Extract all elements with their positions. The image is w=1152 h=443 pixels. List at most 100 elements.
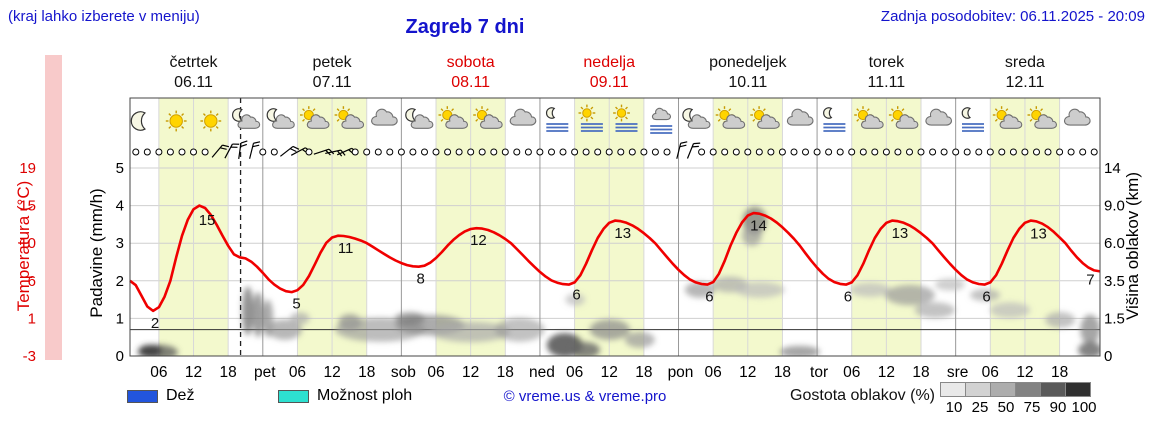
cloud-blob bbox=[267, 319, 303, 340]
precip-axis-tick: 1 bbox=[116, 310, 124, 327]
precip-axis-tick: 3 bbox=[116, 235, 124, 252]
calm-wind-circle bbox=[1067, 148, 1075, 156]
sun-ray bbox=[625, 116, 628, 120]
calm-wind-circle bbox=[767, 148, 775, 156]
calm-wind-circle bbox=[455, 148, 463, 156]
cloud-shape bbox=[445, 114, 469, 129]
sun-cloud-icon bbox=[334, 106, 365, 129]
sun-ray bbox=[181, 125, 185, 129]
moon-fog-icon bbox=[823, 107, 846, 132]
calm-wind-circle bbox=[940, 148, 948, 156]
sun-ray bbox=[625, 106, 628, 110]
calm-wind-circle bbox=[929, 148, 937, 156]
density-step-swatch bbox=[1015, 382, 1041, 397]
calm-wind-circle bbox=[421, 148, 428, 156]
copyright-link[interactable]: © vreme.us & vreme.pro bbox=[503, 388, 667, 405]
sun-ray bbox=[347, 108, 351, 112]
cloud-blob bbox=[289, 312, 310, 325]
calm-wind-circle bbox=[1079, 148, 1087, 156]
temperature-value-label: 8 bbox=[417, 271, 425, 288]
cloud-shape bbox=[895, 114, 919, 129]
day-date: 06.11 bbox=[174, 74, 213, 91]
temperature-value-label: 2 bbox=[151, 315, 159, 332]
sun-ray bbox=[890, 108, 894, 112]
sun-cloud-icon bbox=[750, 106, 780, 129]
day-abbr-label: pon bbox=[668, 364, 694, 381]
calm-wind-circle bbox=[640, 148, 648, 156]
calm-wind-circle bbox=[478, 148, 486, 156]
calm-wind-circle bbox=[351, 148, 359, 156]
hour-tick-label: 06 bbox=[566, 364, 583, 381]
last-update-text: Zadnja posodobitev: 06.11.2025 - 20:09 bbox=[880, 8, 1145, 25]
moon-crescent bbox=[545, 107, 556, 119]
calm-wind-circle bbox=[651, 148, 659, 156]
temperature-value-label: 5 bbox=[292, 296, 300, 313]
cloud-shape bbox=[651, 107, 672, 121]
calm-wind-circle bbox=[778, 148, 786, 156]
calm-wind-circle bbox=[363, 148, 371, 156]
calm-wind-circle bbox=[444, 148, 452, 156]
hour-tick-label: 12 bbox=[878, 364, 895, 381]
hour-tick-label: 18 bbox=[358, 364, 375, 381]
sun-ray bbox=[440, 108, 444, 112]
moon-cloud-icon bbox=[232, 108, 261, 129]
rain-legend-swatch bbox=[127, 390, 158, 403]
menu-hint[interactable]: (kraj lahko izberete v meniju) bbox=[8, 8, 200, 25]
moon-fog-icon bbox=[545, 107, 569, 132]
sun-ray bbox=[717, 118, 721, 122]
sun-ray bbox=[168, 113, 172, 117]
cloud-axis-tick: 14 bbox=[1104, 160, 1121, 177]
sun-cloud-icon bbox=[473, 106, 503, 129]
sun-ray bbox=[752, 108, 756, 112]
moon-crescent bbox=[405, 108, 417, 122]
calm-wind-circle bbox=[432, 148, 440, 156]
precip-axis-tick: 5 bbox=[116, 160, 124, 177]
calm-wind-circle bbox=[190, 148, 197, 156]
cloud-blob bbox=[242, 286, 254, 336]
sun-ray bbox=[485, 108, 489, 112]
wind-barb bbox=[238, 140, 248, 160]
temperature-value-label: 6 bbox=[705, 289, 713, 306]
cloud-density-label: Gostota oblakov (%) bbox=[790, 387, 935, 404]
cloud-blob bbox=[430, 321, 510, 343]
calm-wind-circle bbox=[1044, 148, 1052, 156]
sun-disc bbox=[204, 114, 218, 128]
calm-wind-circle bbox=[524, 148, 532, 156]
sun-cloud-icon bbox=[854, 106, 884, 129]
calm-wind-circle bbox=[813, 148, 821, 156]
cloud-shape bbox=[786, 108, 814, 126]
cloud-icon bbox=[925, 108, 953, 126]
moon-cloud-icon bbox=[266, 108, 295, 129]
calm-wind-circle bbox=[998, 148, 1006, 156]
cloud-blob bbox=[1080, 314, 1100, 345]
temperature-value-label: 6 bbox=[572, 286, 580, 303]
sun-ray bbox=[168, 125, 172, 129]
calm-wind-circle bbox=[490, 148, 498, 156]
day-name: torek bbox=[869, 54, 906, 71]
day-abbr-label: pet bbox=[254, 364, 276, 381]
day-name: nedelja bbox=[583, 54, 635, 71]
day-date: 07.11 bbox=[313, 74, 352, 91]
cloud-blob bbox=[885, 284, 935, 306]
cloud-shape bbox=[925, 108, 953, 126]
calm-wind-circle bbox=[571, 148, 579, 156]
cloud-blob bbox=[395, 312, 426, 325]
calm-wind-circle bbox=[259, 148, 267, 156]
temperature-curve bbox=[129, 204, 1101, 313]
calm-wind-circle bbox=[755, 148, 763, 156]
sun-ray bbox=[856, 118, 860, 122]
sun-ray bbox=[901, 108, 905, 112]
temp-axis-tick: 1 bbox=[28, 310, 36, 327]
calm-wind-circle bbox=[744, 148, 752, 156]
day-date: 09.11 bbox=[590, 74, 629, 91]
moon-cloud-icon bbox=[682, 108, 711, 129]
sun-ray bbox=[202, 125, 206, 129]
moon-crescent bbox=[961, 107, 971, 119]
calm-wind-circle bbox=[513, 148, 521, 156]
temperature-value-label: 13 bbox=[1030, 225, 1047, 242]
calm-wind-circle bbox=[1056, 148, 1064, 156]
sun-ray bbox=[1040, 108, 1044, 112]
hour-tick-label: 18 bbox=[1051, 364, 1068, 381]
sun-ray bbox=[762, 108, 766, 112]
